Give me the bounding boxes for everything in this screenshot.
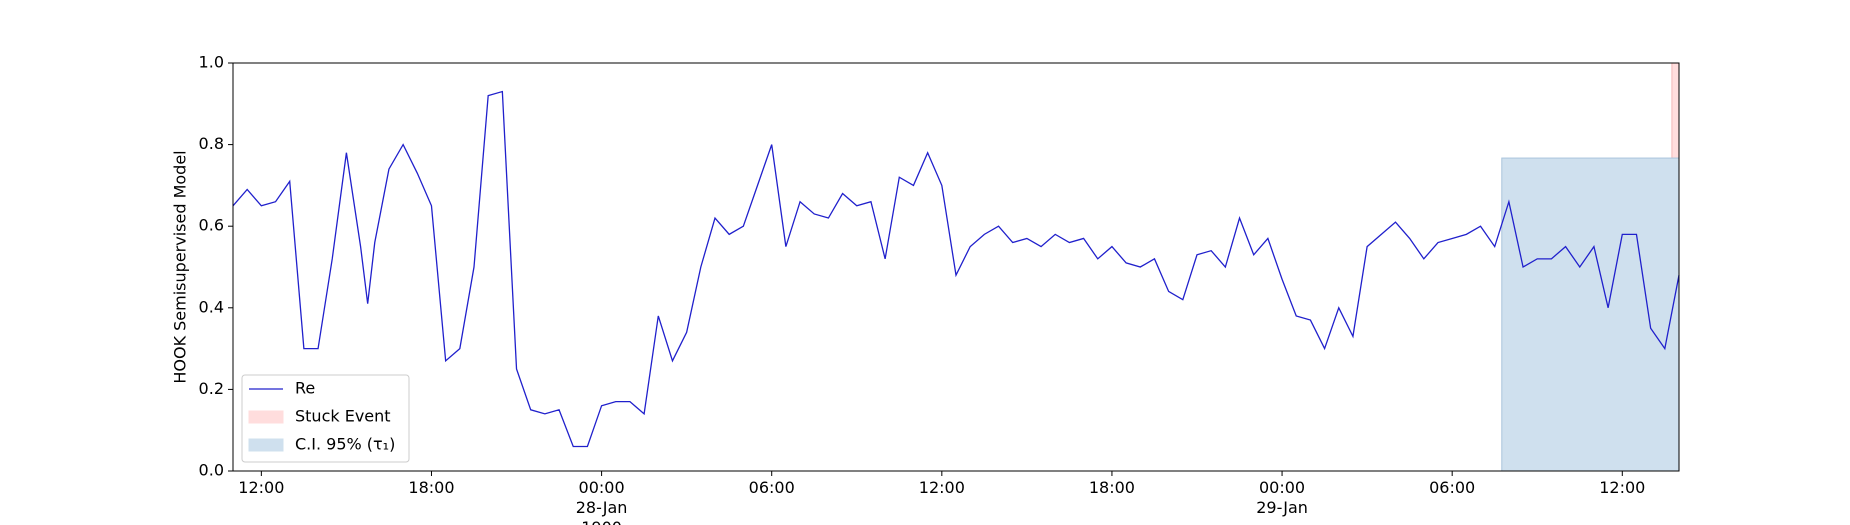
legend-label: Stuck Event: [295, 407, 391, 426]
x-tick-label: 12:00: [919, 478, 965, 497]
x-tick-label: 06:00: [1429, 478, 1475, 497]
legend-swatch: [248, 410, 284, 424]
axes-frame: [232, 62, 1680, 472]
x-tick-label: 12:00: [1599, 478, 1645, 497]
span: [1501, 157, 1680, 472]
x-tick-label: 18:00: [408, 478, 454, 497]
x-tick-label: 12:00: [238, 478, 284, 497]
legend-label: C.I. 95% (τ₁): [295, 435, 395, 454]
legend-swatch: [248, 438, 284, 452]
y-tick-label: 0.4: [199, 297, 224, 316]
y-tick-label: 0.6: [199, 216, 224, 235]
y-axis-label: HOOK Semisupervised Model: [171, 150, 190, 383]
y-tick-label: 0.8: [199, 134, 224, 153]
data-line: [232, 90, 1680, 448]
x-tick-label: 00:00 29-Jan: [1256, 478, 1308, 517]
legend-label: Re: [295, 379, 315, 398]
x-tick-label: 18:00: [1089, 478, 1135, 497]
y-tick-label: 1.0: [199, 53, 224, 72]
y-tick-label: 0.2: [199, 379, 224, 398]
y-tick-label: 0.0: [199, 461, 224, 480]
legend-box: [241, 374, 410, 463]
x-tick-label: 06:00: [749, 478, 795, 497]
